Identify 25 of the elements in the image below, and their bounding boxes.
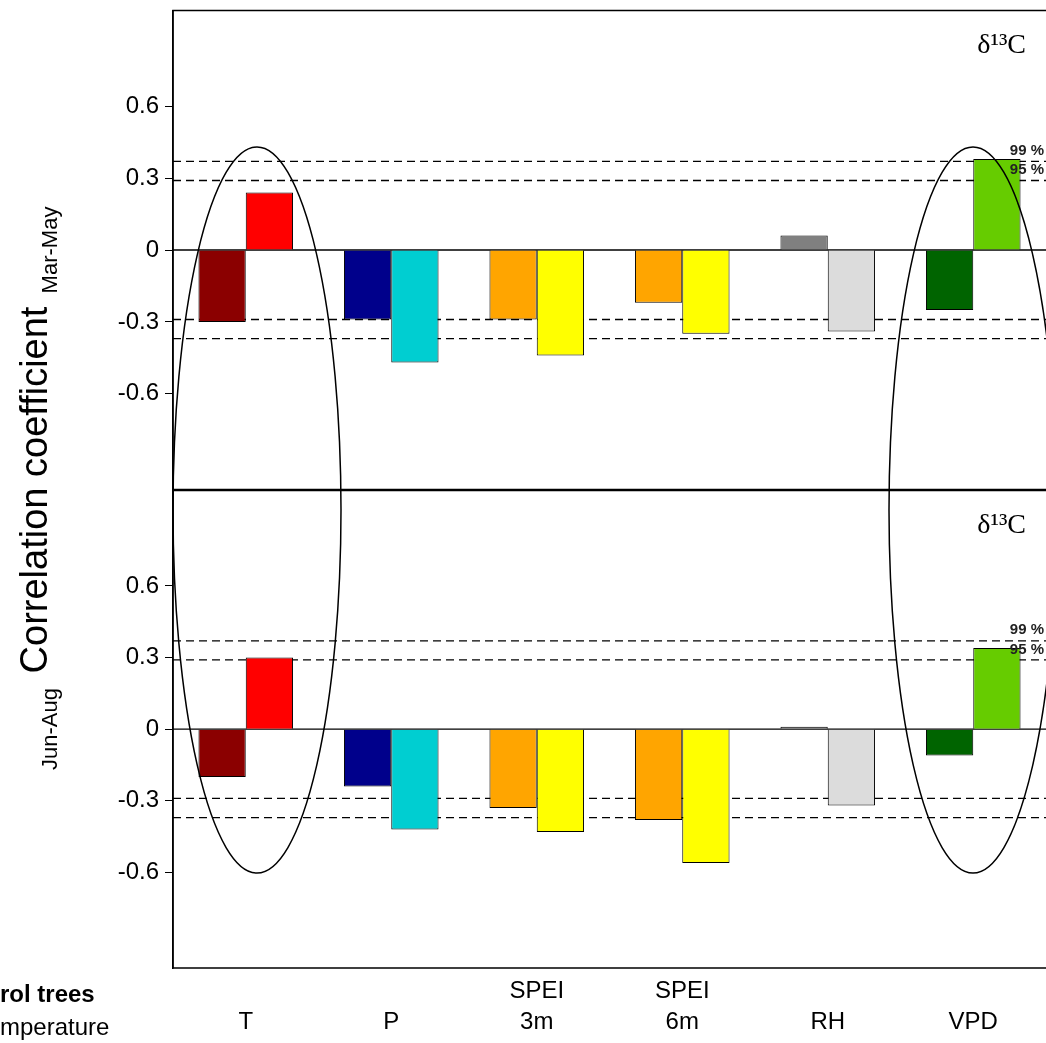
y-tick-label: 0.6 bbox=[125, 570, 159, 598]
x-tick-label: RH bbox=[810, 1007, 846, 1035]
x-tick-label: T bbox=[238, 1007, 254, 1035]
x-tick-label: SPEI 3m bbox=[509, 976, 565, 1035]
y-tick-label: -0.3 bbox=[117, 306, 159, 334]
annotation: δ¹³C bbox=[977, 28, 1026, 61]
annotation: δ¹³C bbox=[977, 508, 1026, 541]
y-tick-label: 0 bbox=[145, 713, 159, 741]
x-tick-label: VPD bbox=[948, 1007, 998, 1035]
text: mperature bbox=[0, 1013, 110, 1041]
y-tick-label: 0.3 bbox=[125, 642, 159, 670]
text: Correlation coefficient bbox=[12, 306, 56, 674]
y-tick-label: 0.6 bbox=[125, 90, 159, 118]
annotation: 99 % bbox=[1009, 140, 1044, 158]
y-tick-label: 0 bbox=[145, 234, 159, 262]
text: rol trees bbox=[0, 980, 95, 1008]
y-axis-title: Jun-Aug bbox=[37, 688, 63, 771]
x-tick-label: P bbox=[383, 1007, 400, 1035]
y-tick-label: -0.6 bbox=[117, 378, 159, 406]
y-axis-title: Mar-May bbox=[37, 206, 63, 294]
x-tick-label: SPEI 6m bbox=[654, 976, 710, 1035]
annotation: 99 % bbox=[1009, 620, 1044, 638]
y-tick-label: -0.6 bbox=[117, 857, 159, 885]
y-tick-label: -0.3 bbox=[117, 785, 159, 813]
y-tick-label: 0.3 bbox=[125, 162, 159, 190]
